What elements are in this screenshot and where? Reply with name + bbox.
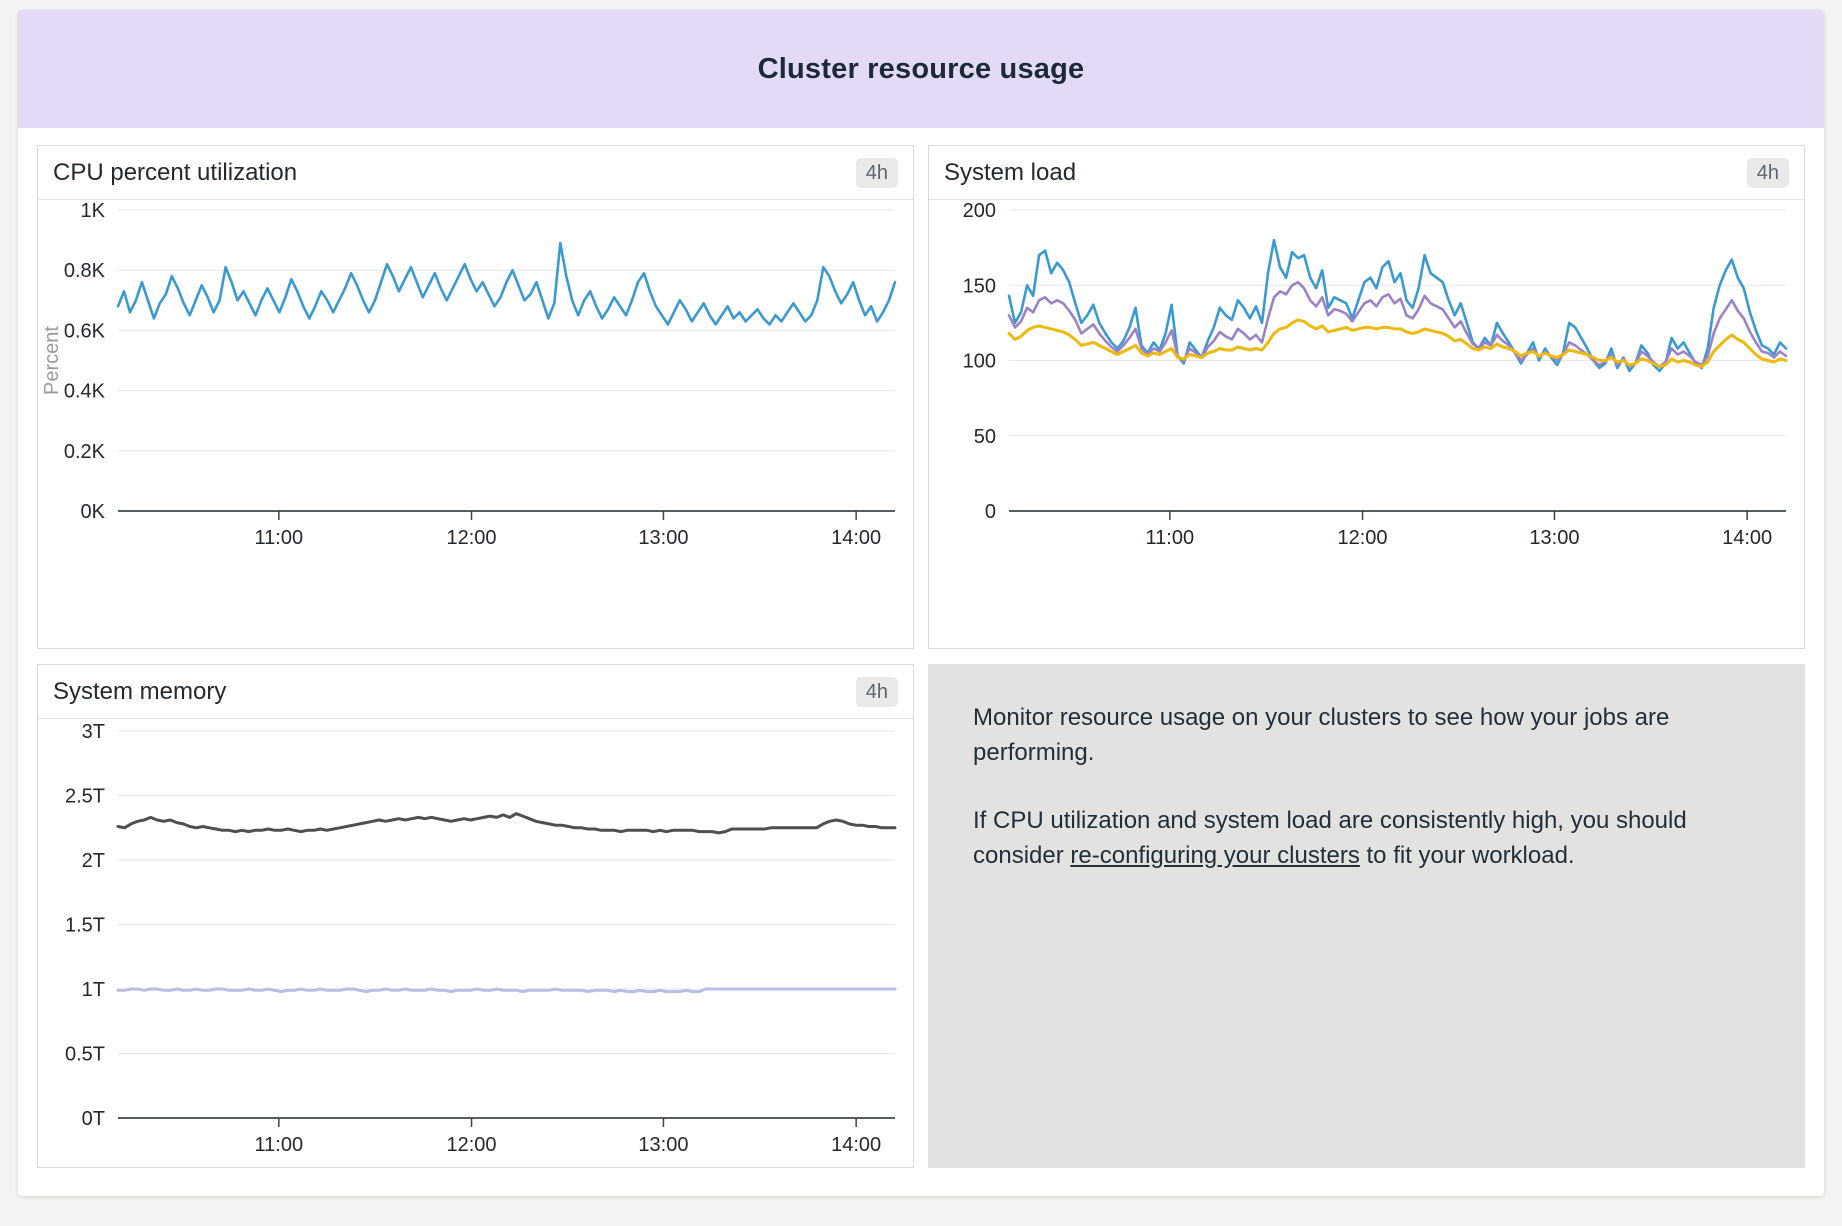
svg-text:0.5T: 0.5T	[65, 1044, 105, 1066]
system-load-panel: System load 4h 0 50 100 150 200 11:00 12:00 13:…	[928, 145, 1805, 649]
svg-text:12:00: 12:00	[447, 1134, 497, 1156]
svg-text:0: 0	[985, 501, 996, 523]
svg-text:0T: 0T	[82, 1108, 105, 1130]
cpu-panel-title: CPU percent utilization	[53, 159, 298, 186]
load-time-range-badge: 4h	[1746, 158, 1789, 188]
svg-text:14:00: 14:00	[831, 1134, 881, 1156]
svg-text:100: 100	[963, 351, 996, 373]
dashboard-title: Cluster resource usage	[757, 52, 1085, 85]
panel-grid: CPU percent utilization 4h 0K 0.2K 0.4K 0.6…	[18, 128, 1824, 1184]
svg-text:12:00: 12:00	[1338, 527, 1388, 549]
cpu-utilization-chart[interactable]: 0K 0.2K 0.4K 0.6K 0.8K 1K 11:00 12:00 13:00 14:00…	[38, 200, 913, 648]
svg-text:1.5T: 1.5T	[65, 915, 105, 937]
load-panel-title: System load	[944, 159, 1077, 186]
system-memory-chart[interactable]: 0T 0.5T 1T 1.5T 2T 2.5T 3T 11:00 12:00 13:00 14:00	[38, 719, 913, 1167]
svg-text:13:00: 13:00	[638, 527, 688, 549]
svg-text:11:00: 11:00	[255, 527, 304, 549]
system-load-chart[interactable]: 0 50 100 150 200 11:00 12:00 13:00 14:00	[929, 200, 1804, 648]
svg-text:14:00: 14:00	[1722, 527, 1772, 549]
dashboard-header: Cluster resource usage	[18, 10, 1824, 128]
dashboard-card: Cluster resource usage CPU percent utili…	[18, 10, 1824, 1196]
svg-text:0.8K: 0.8K	[64, 260, 106, 282]
cpu-time-range-badge: 4h	[855, 158, 898, 188]
svg-text:3T: 3T	[82, 721, 105, 743]
svg-text:13:00: 13:00	[638, 1134, 688, 1156]
cpu-utilization-panel: CPU percent utilization 4h 0K 0.2K 0.4K 0.6…	[37, 145, 914, 649]
svg-text:11:00: 11:00	[255, 1134, 304, 1156]
svg-text:2.5T: 2.5T	[65, 786, 105, 808]
svg-text:Percent: Percent	[41, 326, 63, 395]
load-panel-header: System load 4h	[929, 146, 1804, 200]
info-paragraph-2: If CPU utilization and system load are c…	[973, 804, 1755, 873]
memory-panel-header: System memory 4h	[38, 665, 913, 719]
memory-panel-title: System memory	[53, 678, 227, 705]
memory-time-range-badge: 4h	[855, 677, 898, 707]
svg-text:150: 150	[963, 275, 996, 297]
svg-text:1K: 1K	[81, 200, 106, 222]
svg-text:0.6K: 0.6K	[64, 320, 106, 342]
svg-text:0K: 0K	[81, 501, 106, 523]
info-paragraph-1: Monitor resource usage on your clusters …	[973, 704, 1670, 766]
svg-text:11:00: 11:00	[1146, 527, 1195, 549]
svg-text:12:00: 12:00	[447, 527, 497, 549]
info-panel: Monitor resource usage on your clusters …	[928, 664, 1805, 1168]
info-paragraph-2-after: to fit your workload.	[1359, 841, 1575, 869]
svg-text:50: 50	[974, 426, 996, 448]
svg-text:0.4K: 0.4K	[64, 381, 106, 403]
svg-text:14:00: 14:00	[831, 527, 881, 549]
svg-text:200: 200	[963, 200, 996, 222]
info-paragraph-2-before: If CPU utilization and system load are c…	[973, 807, 1687, 869]
cpu-panel-header: CPU percent utilization 4h	[38, 146, 913, 200]
svg-text:0.2K: 0.2K	[64, 441, 106, 463]
system-memory-panel: System memory 4h 0T 0.5T 1T 1.5T 2T 2.5T 3T 11:…	[37, 664, 914, 1168]
svg-text:13:00: 13:00	[1529, 527, 1579, 549]
reconfigure-clusters-link[interactable]: re-configuring your clusters	[1070, 841, 1360, 869]
svg-text:2T: 2T	[82, 850, 105, 872]
svg-text:1T: 1T	[82, 979, 105, 1001]
